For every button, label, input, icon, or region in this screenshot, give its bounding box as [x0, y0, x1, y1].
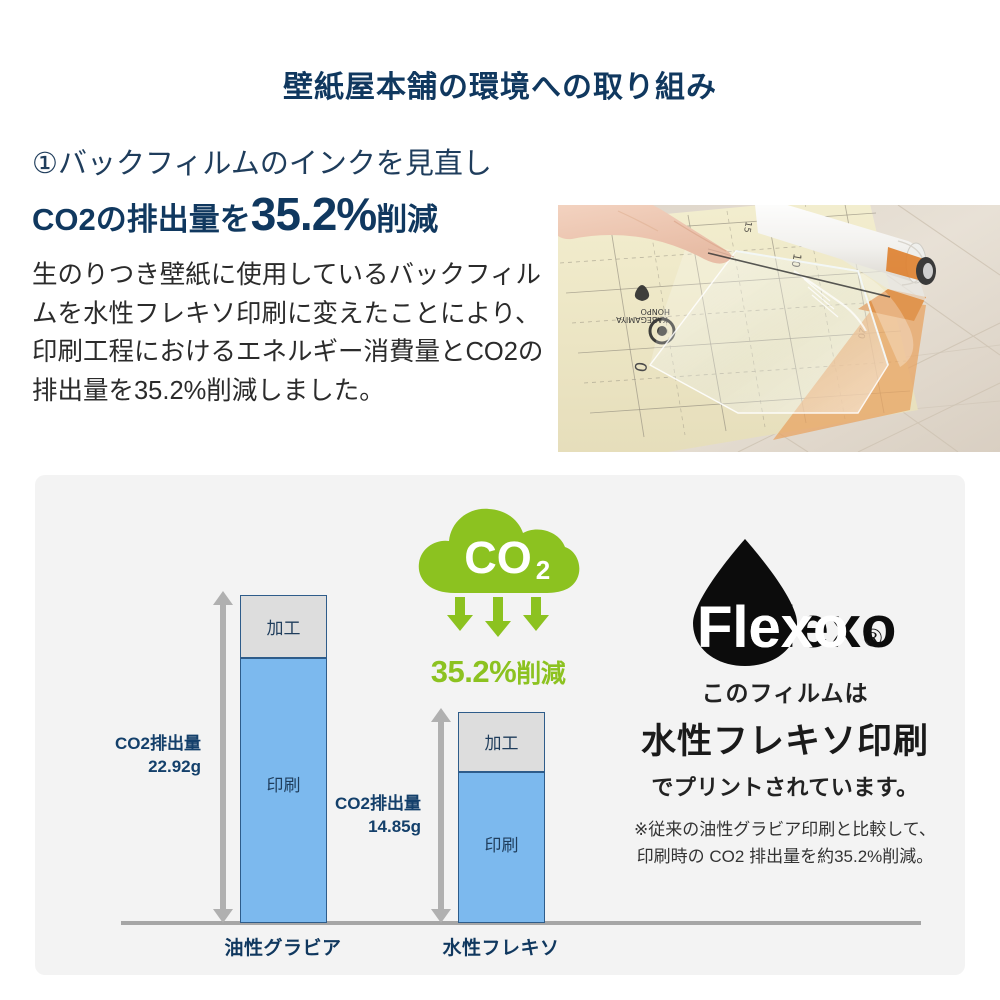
measure-label-flexo: CO2排出量	[335, 794, 421, 813]
intro-heading-suffix: 削減	[376, 202, 439, 238]
measure-value-flexo: 14.85g	[368, 816, 421, 836]
bar-gravure-processing-label: 加工	[266, 619, 301, 638]
co2-cloud-icon: CO 2	[418, 508, 580, 637]
co2-reduction-suffix: 削減	[516, 660, 566, 688]
svg-text:15: 15	[741, 220, 753, 233]
bar-flexo-printing-label: 印刷	[484, 836, 519, 855]
bar-gravure-printing-label: 印刷	[266, 776, 301, 795]
intro-body-text: 生のりつき壁紙に使用しているバックフィルムを水性フレキソ印刷に変えたことにより、…	[32, 260, 544, 405]
intro-heading-prefix: CO2の排出量を	[32, 202, 251, 238]
ink-droplet-icon: Flexo Flexo Flexo	[693, 539, 897, 666]
bar-gravure-printing: 印刷	[240, 658, 327, 923]
arrow-head-down-icon	[213, 909, 233, 923]
measure-arrow-gravure	[211, 591, 235, 923]
arrow-head-down-icon	[431, 909, 451, 923]
measure-text-flexo: CO2排出量 14.85g	[321, 793, 421, 839]
measure-label-gravure: CO2排出量	[115, 734, 201, 753]
flexo-note-line1: ※従来の油性グラビア印刷と比較して、	[634, 820, 936, 839]
co2-bar-chart: CO2排出量 22.92g 加工 印刷 油性グラビア CO2排出量 14.85g	[35, 475, 921, 975]
bar-flexo-printing: 印刷	[458, 772, 545, 923]
measure-arrow-flexo	[429, 708, 453, 923]
arrow-head-up-icon	[431, 708, 451, 722]
intro-heading-line1: ①バックフィルムのインクを見直し	[32, 148, 492, 180]
axis-label-gravure: 油性グラビア	[224, 938, 342, 959]
bar-gravure-processing: 加工	[240, 595, 327, 658]
page-title: 壁紙屋本舗の環境への取り組み	[283, 71, 717, 104]
intro-copy: ①バックフィルムのインクを見直し CO2の排出量を35.2%削減 生のりつき壁紙…	[32, 146, 552, 411]
svg-text:Flexo: Flexo	[697, 595, 849, 660]
flexo-info-block: Flexo Flexo Flexo ® このフィルムは 水性フレキソ印刷 でプリ…	[605, 535, 965, 870]
co2-reduction-value: 35.2%	[430, 654, 517, 689]
co2-reduction-block: CO 2 35.2%削減	[393, 497, 603, 690]
flexo-note: ※従来の油性グラビア印刷と比較して、 印刷時の CO2 排出量を約35.2%削減…	[605, 816, 965, 870]
comparison-panel: CO2排出量 22.92g 加工 印刷 油性グラビア CO2排出量 14.85g	[35, 475, 965, 975]
axis-label-flexo: 水性フレキソ	[442, 938, 560, 959]
arrow-shaft	[438, 720, 444, 911]
flexo-note-line2: 印刷時の CO2 排出量を約35.2%削減。	[636, 847, 934, 867]
svg-text:CO: CO	[464, 532, 532, 583]
svg-text:KABEGAMIYA: KABEGAMIYA	[616, 315, 668, 324]
svg-text:2: 2	[536, 555, 550, 585]
svg-text:0: 0	[630, 360, 650, 373]
flexo-line1: このフィルムは	[701, 680, 869, 706]
flexo-line2: 水性フレキソ印刷	[640, 722, 929, 761]
measure-value-gravure: 22.92g	[148, 756, 201, 776]
intro-heading-line2: CO2の排出量を35.2%削減	[32, 186, 552, 244]
measure-text-gravure: CO2排出量 22.92g	[101, 733, 201, 779]
svg-text:Flexo: Flexo	[697, 595, 849, 660]
co2-reduction-text: 35.2%削減	[393, 654, 603, 690]
arrow-head-up-icon	[213, 591, 233, 605]
registered-mark: ®	[863, 623, 883, 652]
bar-flexo-processing: 加工	[458, 712, 545, 772]
arrow-shaft	[220, 603, 226, 911]
chart-baseline	[121, 921, 921, 925]
flexo-line3: でプリントされています。	[651, 775, 919, 800]
bar-flexo-processing-label: 加工	[484, 734, 519, 753]
wallpaper-film-photo: KABEGAMIYA HONPO 0 10 15 20	[558, 205, 1000, 452]
svg-text:HONPO: HONPO	[641, 307, 670, 316]
flexo-logo: Flexo Flexo Flexo ®	[605, 535, 965, 670]
intro-heading-value: 35.2%	[250, 188, 377, 241]
svg-text:Flexo: Flexo	[745, 595, 897, 660]
